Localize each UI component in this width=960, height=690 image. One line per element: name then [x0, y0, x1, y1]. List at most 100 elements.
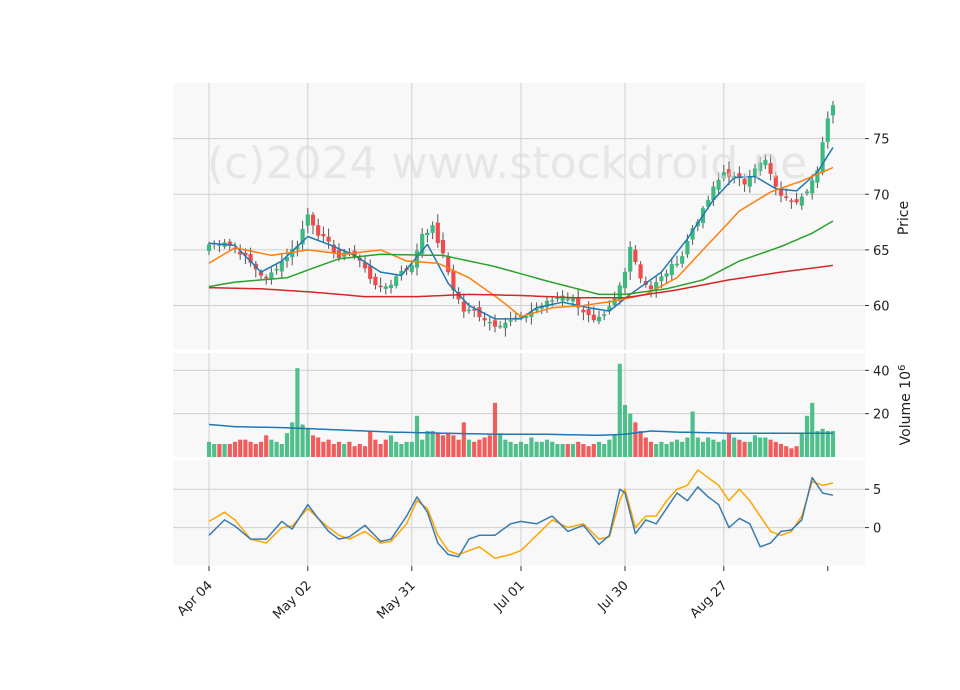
volume-bar	[456, 439, 461, 457]
volume-bar	[747, 441, 752, 457]
volume-bar	[378, 444, 383, 457]
volume-bar	[206, 441, 212, 457]
volume-bar	[643, 437, 648, 457]
candle-up	[498, 325, 503, 328]
volume-bar	[331, 444, 336, 457]
candle-up	[763, 159, 768, 166]
candle-down	[794, 199, 799, 203]
candle-up	[685, 241, 690, 255]
candle-up	[752, 168, 758, 177]
moving-average-line-3	[208, 220, 834, 296]
candle-down	[472, 309, 477, 311]
candle-up	[659, 276, 664, 282]
volume-bar	[232, 441, 238, 457]
volume-bar	[513, 444, 518, 457]
candle-up	[300, 228, 305, 245]
volume-bar	[763, 437, 768, 457]
candle-up	[206, 244, 212, 252]
moving-average-line-1	[208, 147, 834, 320]
candle-down	[258, 272, 264, 276]
volume-bar	[815, 431, 820, 457]
volume-bar	[659, 441, 664, 457]
volume-bar	[503, 439, 508, 457]
volume-bar	[576, 441, 581, 457]
volume-bar	[347, 441, 352, 457]
candle-down	[264, 276, 269, 279]
candle-up	[503, 322, 508, 329]
volume-bar	[248, 441, 253, 457]
macd-background	[173, 460, 865, 566]
volume-bar	[524, 444, 529, 457]
volume-axis-label-base: Volume 10	[898, 371, 914, 445]
volume-bar	[487, 435, 492, 457]
volume-bar	[544, 439, 550, 457]
volume-axis-label-exponent: 6	[897, 365, 908, 371]
candle-down	[773, 175, 778, 187]
volume-bar	[342, 444, 347, 457]
candle-up	[269, 272, 274, 279]
candle-up	[825, 118, 830, 142]
candle-up	[602, 314, 607, 316]
volume-bar	[368, 431, 373, 457]
volume-bar	[482, 437, 487, 457]
candle-down	[742, 178, 747, 185]
volume-bar	[404, 441, 409, 457]
volume-bar	[726, 433, 732, 457]
candle-up	[747, 177, 752, 187]
candle-up	[721, 172, 726, 179]
candle-up	[560, 295, 565, 301]
candle-up	[758, 162, 763, 172]
volume-bar	[596, 441, 602, 457]
volume-bar	[253, 444, 258, 457]
volume-bar	[664, 444, 669, 457]
volume-bar	[227, 444, 232, 457]
volume-bar	[388, 435, 394, 457]
price-ytick-label: 75	[873, 133, 890, 148]
candle-up	[716, 179, 721, 190]
candle-up	[690, 227, 695, 240]
volume-bar	[243, 439, 248, 457]
volume-bar	[529, 437, 534, 457]
candle-up	[711, 186, 716, 201]
candle-up	[409, 265, 414, 273]
candle-up	[804, 191, 810, 194]
candle-down	[331, 244, 336, 254]
candle-down	[784, 196, 789, 198]
candle-up	[680, 256, 685, 264]
candle-up	[565, 298, 570, 301]
candle-up	[810, 180, 815, 194]
volume-bar	[430, 431, 435, 457]
volume-bar	[654, 444, 659, 457]
candle-down	[648, 285, 654, 290]
volume-bar	[409, 441, 414, 457]
candle-down	[321, 234, 326, 237]
volume-bar	[425, 431, 430, 457]
candle-down	[362, 262, 368, 269]
candle-down	[238, 251, 243, 255]
candle-up	[274, 268, 279, 271]
volume-bar	[326, 439, 331, 457]
candle-up	[399, 270, 404, 275]
volume-bar	[279, 444, 284, 457]
volume-bar	[414, 415, 420, 457]
volume-bar	[732, 437, 737, 457]
volume-bar	[560, 444, 565, 457]
price-panel: 60 65 70 75	[173, 83, 890, 350]
volume-bar	[284, 433, 290, 457]
candle-down	[440, 240, 446, 254]
candle-up	[487, 321, 492, 324]
candle-down	[778, 188, 784, 196]
volume-bar	[628, 413, 633, 457]
volume-bar	[383, 439, 388, 457]
volume-bar	[550, 441, 555, 457]
candle-up	[664, 273, 669, 277]
volume-bar	[336, 441, 342, 457]
candle-down	[243, 252, 248, 256]
volume-bar	[591, 444, 596, 457]
candle-up	[544, 300, 550, 308]
volume-bar	[212, 444, 217, 457]
candle-up	[570, 298, 576, 302]
macd-panel: 05	[173, 460, 881, 566]
volume-bar	[758, 437, 763, 457]
